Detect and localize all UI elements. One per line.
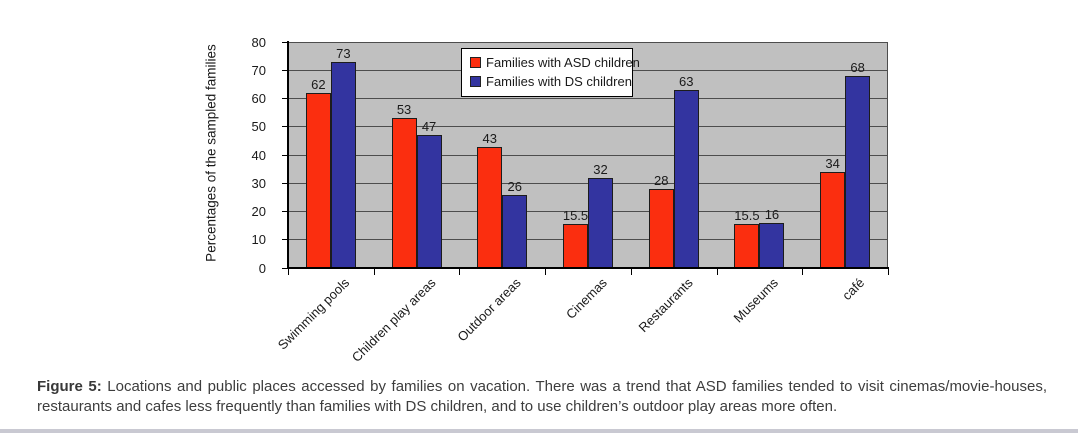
- x-tick-mark: [802, 268, 804, 275]
- caption-label: Figure 5:: [37, 378, 102, 395]
- bar-asd: [648, 188, 674, 268]
- figure-chart: Percentages of the sampled families 0 10 2…: [203, 34, 889, 365]
- category-label: Outdoor areas: [454, 275, 524, 345]
- y-tick-label: 70: [251, 62, 266, 78]
- legend-swatch-asd: [470, 57, 481, 68]
- y-tick-label: 80: [251, 34, 266, 50]
- bar-ds: [845, 75, 871, 268]
- x-tick-mark: [545, 268, 547, 275]
- caption-text: Locations and public places accessed by …: [37, 378, 1047, 415]
- bar-value-label: 32: [593, 161, 608, 177]
- bar-ds: [330, 61, 356, 268]
- bar-value-label: 73: [336, 45, 351, 61]
- legend-swatch-ds: [470, 76, 481, 87]
- y-axis-title: Percentages of the sampled families: [203, 44, 219, 262]
- gridline: [288, 126, 888, 128]
- bar-value-label: 63: [678, 74, 694, 90]
- bar-value-label: 53: [396, 102, 412, 118]
- legend-label-asd: Families with ASD children: [486, 55, 640, 70]
- x-tick-mark: [373, 268, 375, 275]
- bar-value-label: 16: [764, 206, 780, 222]
- bottom-divider: [0, 429, 1078, 433]
- bar-ds: [416, 135, 442, 268]
- x-tick-mark: [716, 268, 718, 275]
- bar-value-label: 43: [482, 130, 498, 146]
- y-tick-label: 0: [258, 260, 266, 276]
- bar-value-label: 28: [653, 172, 669, 188]
- bar-ds: [673, 90, 699, 268]
- gridline: [288, 98, 888, 99]
- bar-ds: [759, 222, 785, 268]
- bar-value-label: 47: [421, 119, 437, 135]
- y-tick-mark: [282, 126, 288, 128]
- y-tick-label: 40: [251, 147, 266, 163]
- y-tick-mark: [282, 267, 288, 269]
- category-label: Restaurants: [635, 275, 696, 336]
- bar-value-label: 15.5: [734, 208, 760, 224]
- y-tick-mark: [282, 98, 288, 99]
- category-label: café: [838, 275, 867, 303]
- y-tick-label: 20: [251, 204, 266, 219]
- category-label: Children play areas: [348, 275, 439, 365]
- bar-ds: [588, 177, 613, 268]
- legend-item-ds: Families with DS children: [470, 72, 632, 91]
- legend-label-ds: Families with DS children: [486, 74, 632, 89]
- y-axis-line: [287, 41, 289, 269]
- bar-value-label: 62: [311, 76, 326, 92]
- gridline: [288, 154, 888, 156]
- y-tick-mark: [282, 211, 288, 212]
- bar-asd: [563, 224, 588, 268]
- bar-value-label: 26: [507, 178, 523, 194]
- y-tick-mark: [282, 154, 288, 156]
- y-tick-mark: [282, 41, 288, 43]
- y-tick-label: 60: [251, 91, 266, 106]
- bar-asd: [477, 146, 503, 268]
- y-tick-mark: [282, 239, 288, 241]
- x-tick-mark: [888, 268, 889, 275]
- bar-asd: [734, 224, 760, 268]
- category-label: Museums: [730, 275, 782, 326]
- y-tick-mark: [282, 69, 288, 71]
- category-label: Swimming pools: [274, 275, 353, 353]
- chart-legend: Families with ASD children Families with…: [461, 48, 640, 97]
- bar-ds: [502, 194, 528, 268]
- bar-asd: [820, 171, 846, 268]
- x-tick-mark: [459, 268, 461, 275]
- bar-value-label: 15.5: [562, 208, 589, 224]
- y-tick-mark: [282, 182, 288, 184]
- bar-asd: [391, 118, 417, 268]
- x-tick-mark: [288, 268, 289, 275]
- bar-value-label: 68: [850, 59, 865, 75]
- legend-item-asd: Families with ASD children: [470, 53, 640, 72]
- bar-value-label: 34: [825, 155, 840, 171]
- y-tick-label: 50: [251, 119, 266, 135]
- bar-asd: [305, 92, 331, 268]
- y-tick-label: 10: [251, 232, 266, 248]
- y-tick-label: 30: [251, 175, 266, 191]
- x-tick-mark: [630, 268, 632, 275]
- figure-caption: Figure 5: Locations and public places ac…: [37, 377, 1047, 416]
- x-axis-line: [287, 267, 889, 269]
- category-label: Cinemas: [562, 275, 610, 322]
